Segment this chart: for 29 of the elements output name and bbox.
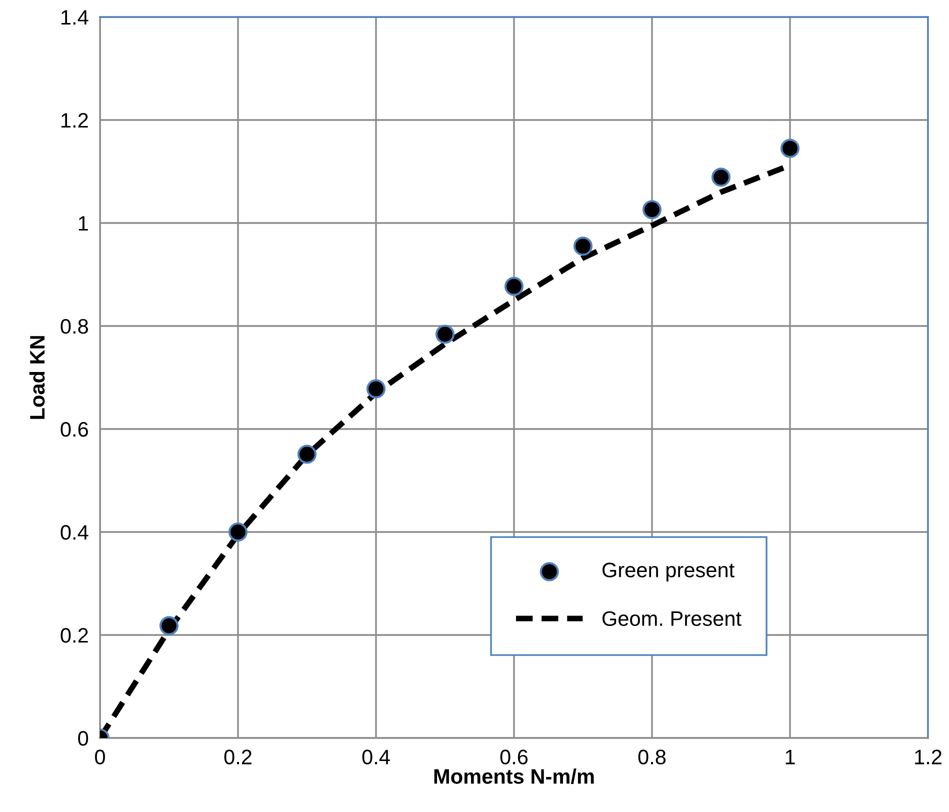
x-axis-title: Moments N-m/m bbox=[434, 768, 594, 784]
point bbox=[711, 168, 731, 187]
point bbox=[573, 236, 593, 256]
point bbox=[297, 444, 317, 464]
x-tick-label: 0.8 bbox=[638, 750, 666, 764]
point bbox=[435, 324, 455, 344]
x-tick-label: 0 bbox=[95, 750, 105, 764]
legend-label: Geom. Present bbox=[602, 611, 742, 626]
x-tick-label: 0.4 bbox=[362, 750, 390, 764]
point bbox=[366, 379, 386, 398]
y-tick-label: 1.2 bbox=[62, 113, 88, 128]
x-tick-label: 0.6 bbox=[500, 750, 528, 764]
y-axis-title: Load KN bbox=[29, 336, 45, 419]
point bbox=[228, 522, 248, 542]
y-tick-label: 0.2 bbox=[60, 628, 88, 643]
y-tick-label: 0.6 bbox=[60, 422, 88, 437]
x-tick-label: 1.2 bbox=[915, 750, 942, 764]
point bbox=[642, 200, 662, 220]
legend-label: Green present bbox=[602, 562, 734, 582]
y-tick-label: 1 bbox=[78, 216, 88, 231]
point bbox=[159, 616, 179, 636]
x-tick-label: 0.2 bbox=[224, 750, 252, 764]
y-tick-label: 0.4 bbox=[60, 525, 88, 540]
point bbox=[780, 138, 800, 158]
point bbox=[504, 276, 524, 296]
y-tick-label: 0 bbox=[78, 731, 88, 746]
y-tick-label: 1.4 bbox=[62, 10, 88, 25]
x-tick-label: 1 bbox=[786, 750, 795, 764]
y-tick-label: 0.8 bbox=[60, 319, 88, 334]
